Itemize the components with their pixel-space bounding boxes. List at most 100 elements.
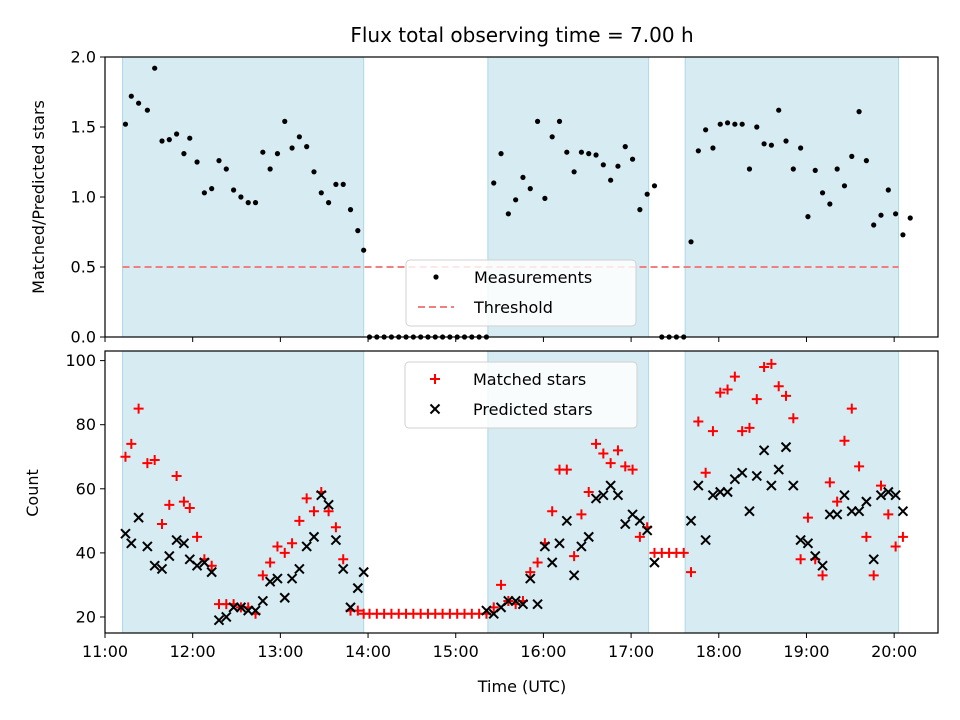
data-point	[685, 515, 697, 527]
data-point	[361, 247, 367, 253]
data-point	[257, 595, 269, 607]
data-point	[525, 573, 536, 584]
data-point	[827, 201, 833, 207]
data-point	[839, 435, 850, 446]
legend-label: Predicted stars	[473, 400, 593, 419]
data-point	[651, 183, 658, 189]
data-point	[352, 582, 364, 594]
data-point	[149, 454, 160, 465]
data-point	[498, 151, 504, 157]
data-point	[554, 538, 565, 549]
data-point	[539, 541, 551, 552]
data-point	[593, 152, 599, 158]
data-point	[802, 538, 814, 549]
data-point	[166, 137, 172, 143]
y-tick-label: 60	[76, 479, 96, 498]
data-point	[289, 145, 295, 151]
data-point	[644, 191, 650, 197]
data-point	[761, 141, 767, 147]
x-tick-label: 14:00	[345, 642, 391, 661]
data-point	[598, 489, 609, 501]
data-point	[235, 602, 247, 613]
data-point	[223, 166, 229, 172]
data-point	[897, 506, 909, 517]
data-point	[496, 579, 507, 590]
data-point	[481, 605, 492, 616]
data-point	[542, 195, 548, 201]
data-point	[171, 470, 182, 481]
data-point	[868, 570, 879, 581]
x-tick-label: 13:00	[257, 642, 303, 661]
legend-box	[404, 361, 638, 429]
data-point	[737, 426, 748, 437]
data-point	[788, 413, 799, 424]
data-point	[700, 534, 711, 546]
data-point	[856, 109, 862, 115]
data-point	[221, 611, 232, 623]
data-point	[744, 422, 755, 433]
data-point	[824, 477, 835, 488]
bottom-panel: 20 40 60 80 100 11:00 12:00 13:00 14:00 15:00 16:0…	[65, 350, 939, 661]
data-point	[491, 180, 497, 186]
y-tick-label: 2.0	[71, 48, 96, 67]
data-point	[569, 551, 580, 562]
x-tick-label: 20:00	[871, 642, 917, 661]
data-point	[144, 107, 150, 113]
data-point	[568, 570, 580, 581]
data-point	[634, 531, 645, 542]
data-point	[776, 107, 782, 113]
data-point	[282, 118, 288, 124]
data-point	[576, 509, 587, 520]
data-point	[120, 451, 131, 462]
data-point	[301, 493, 312, 504]
data-point	[294, 515, 305, 526]
data-point	[875, 489, 887, 501]
data-point	[149, 560, 160, 571]
data-point	[754, 124, 760, 130]
data-point	[250, 605, 261, 616]
data-point	[900, 232, 906, 238]
data-point	[817, 570, 828, 581]
data-point	[358, 566, 369, 578]
data-point	[688, 239, 694, 245]
legend: Matched stars Predicted stars	[404, 361, 638, 429]
data-point	[534, 118, 541, 124]
x-tick-label: 11:00	[82, 642, 128, 661]
data-point	[819, 190, 826, 196]
data-point	[591, 438, 602, 449]
data-point	[164, 499, 175, 510]
data-point	[191, 560, 203, 571]
data-point	[152, 65, 158, 71]
data-point	[216, 158, 222, 164]
data-point	[274, 151, 281, 157]
data-point	[637, 207, 643, 213]
data-point	[308, 531, 320, 543]
legend-label: Matched stars	[473, 370, 586, 389]
data-point	[199, 557, 210, 568]
data-point	[739, 121, 745, 127]
data-point	[766, 358, 777, 369]
data-point	[853, 506, 865, 517]
data-point	[323, 499, 334, 511]
data-point	[795, 554, 806, 565]
data-point	[265, 557, 276, 568]
data-point	[323, 506, 334, 517]
data-point	[890, 541, 901, 552]
data-point	[773, 464, 784, 475]
chart-title: Flux total observing time = 7.00 h	[350, 23, 693, 47]
data-point	[556, 118, 563, 124]
series-measurements	[122, 65, 913, 340]
data-point	[316, 489, 327, 501]
data-point	[773, 381, 784, 392]
y-tick-label: 1.5	[71, 118, 96, 137]
data-point	[746, 166, 753, 172]
data-point	[861, 496, 872, 507]
data-point	[849, 153, 855, 159]
data-point	[311, 169, 317, 175]
data-point	[128, 93, 134, 99]
y-tick-label: 100	[65, 351, 96, 370]
data-point	[213, 614, 225, 626]
data-point	[564, 149, 570, 155]
data-point	[802, 512, 813, 523]
data-point	[759, 362, 770, 373]
